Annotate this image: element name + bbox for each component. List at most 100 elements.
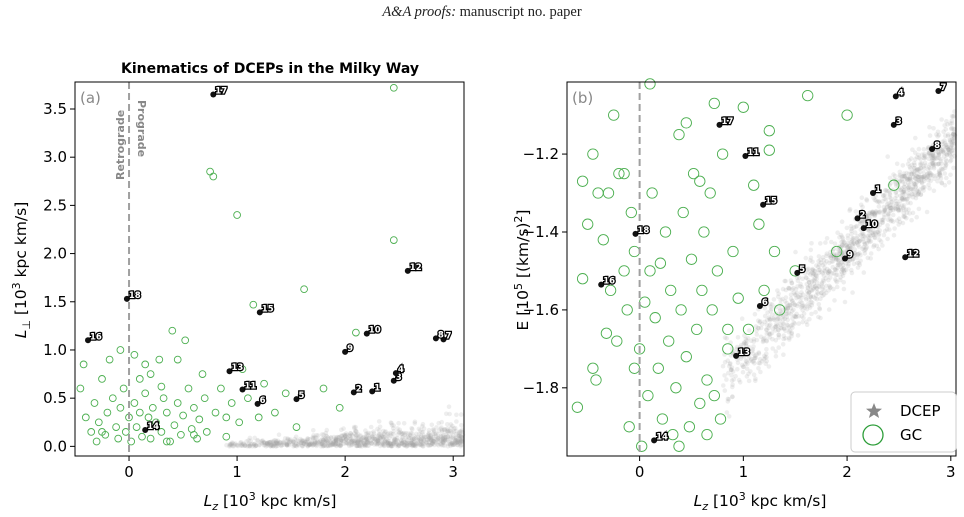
field-star-point [722, 373, 727, 378]
field-star-point [454, 435, 459, 441]
field-star-point [752, 311, 758, 317]
field-star-point [788, 296, 794, 302]
field-star-point [431, 434, 437, 440]
field-star-point [230, 440, 235, 445]
gc-marker [200, 394, 209, 403]
field-star-point [427, 435, 432, 441]
field-star-point [814, 274, 819, 279]
field-star-point [918, 192, 924, 197]
field-star-point [445, 428, 451, 434]
field-star-point [388, 441, 394, 447]
field-star-point [939, 180, 944, 185]
field-star-point [849, 257, 855, 263]
field-star-point [242, 443, 248, 449]
field-star-point [274, 439, 279, 444]
field-star-point [263, 444, 269, 449]
field-star-point [850, 236, 855, 241]
dcep-label-10: 10 [369, 326, 381, 336]
field-star-point [877, 237, 882, 243]
dcep-marker-7 [440, 336, 447, 343]
field-star-point [949, 126, 954, 132]
field-star-point [726, 397, 732, 402]
field-star-point [428, 442, 433, 448]
field-star-point [806, 280, 812, 285]
field-star-point [761, 357, 767, 362]
field-star-point [937, 145, 942, 151]
field-star-point [756, 350, 762, 355]
field-star-point [940, 149, 946, 154]
field-star-point [407, 442, 412, 448]
field-star-point [424, 440, 430, 445]
field-star-point [409, 442, 415, 448]
field-star-point [326, 443, 331, 449]
field-star-point [806, 277, 811, 283]
gc-marker [604, 284, 617, 297]
field-star-point [826, 270, 831, 275]
field-star-point [886, 212, 891, 217]
dcep-marker-11 [742, 153, 749, 159]
field-star-point [353, 432, 359, 438]
field-star-point [291, 439, 296, 444]
field-star-point [880, 193, 886, 198]
field-star-point [860, 236, 866, 242]
field-star-point [833, 256, 839, 262]
field-star-point [927, 124, 932, 130]
field-star-point [439, 441, 444, 447]
field-star-point [335, 434, 340, 440]
field-star-point [909, 171, 914, 177]
field-star-point [902, 189, 907, 195]
field-star-point [877, 200, 882, 205]
field-star-point [429, 422, 435, 428]
field-star-point [378, 436, 383, 441]
field-star-point [388, 433, 394, 438]
gc-marker [184, 384, 193, 393]
field-star-point [428, 436, 434, 441]
field-star-point [343, 441, 348, 446]
field-star-point [937, 170, 943, 176]
field-star-point [944, 142, 949, 148]
field-star-point [452, 436, 457, 442]
field-star-point [799, 285, 805, 290]
field-star-point [834, 267, 839, 273]
gc-marker [636, 440, 648, 452]
dcep-label-16: 16 [603, 277, 615, 287]
field-star-point [393, 439, 398, 445]
field-star-point [724, 336, 729, 341]
field-star-point [872, 235, 878, 241]
field-star-point [730, 382, 735, 388]
field-star-point [934, 173, 939, 178]
field-star-point [896, 207, 902, 213]
field-star-point [843, 261, 849, 266]
field-star-point [884, 227, 890, 232]
field-star-point [853, 224, 858, 230]
field-star-point [829, 239, 834, 245]
field-star-point [835, 256, 841, 262]
field-star-point [876, 210, 881, 215]
field-star-point [792, 314, 797, 319]
field-star-point [931, 161, 936, 166]
field-star-point [431, 436, 436, 442]
field-star-point [791, 285, 796, 291]
field-star-point [307, 442, 312, 448]
field-star-point [782, 278, 787, 284]
field-star-point [319, 442, 324, 447]
field-star-point [845, 249, 850, 254]
panel-a-y-ticks: 0.00.51.01.52.02.53.03.5 [43, 100, 75, 455]
field-star-point [417, 442, 423, 448]
field-star-point [744, 340, 749, 346]
field-star-point [831, 286, 836, 292]
field-star-point [913, 195, 919, 201]
field-star-point [951, 135, 957, 141]
field-star-point [385, 434, 390, 439]
field-star-point [729, 365, 735, 370]
field-star-point [794, 311, 799, 317]
field-star-point [292, 443, 297, 448]
field-star-point [775, 294, 781, 300]
gc-marker [646, 187, 658, 199]
field-star-point [848, 240, 853, 245]
field-star-point [797, 295, 802, 300]
field-star-point [334, 443, 339, 449]
gc-marker [108, 394, 117, 403]
panel-a-y-label: L⊥ [103 kpc km/s] [10, 202, 33, 339]
field-star-point [341, 426, 346, 431]
